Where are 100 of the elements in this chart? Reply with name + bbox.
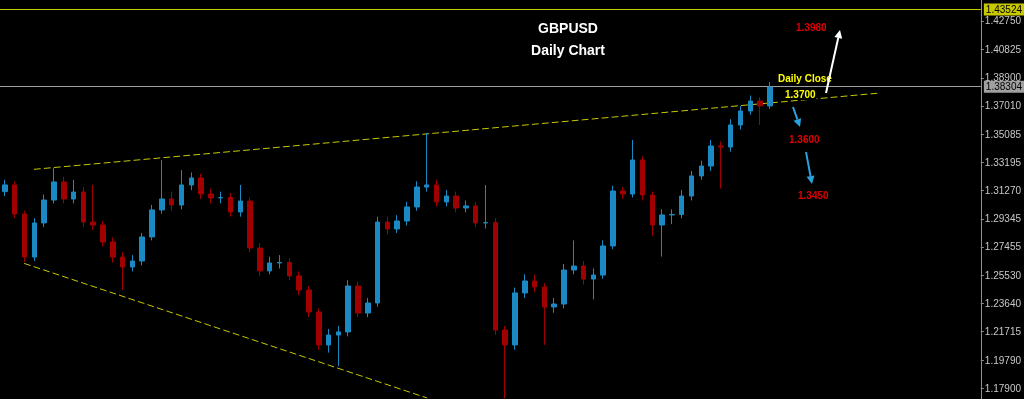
candlestick: [600, 239, 606, 280]
y-tick-label: 1.37010: [984, 100, 1022, 112]
candlestick: [551, 297, 557, 314]
y-tick-label: 1.21715: [984, 326, 1022, 338]
candlestick: [679, 189, 684, 219]
candlestick: [61, 176, 67, 204]
y-tick-label: 1.29345: [984, 213, 1022, 225]
candlestick: [345, 279, 351, 337]
candlestick: [247, 197, 253, 253]
candlestick: [522, 273, 528, 299]
candlestick: [198, 173, 204, 200]
text: Daily Chart: [531, 42, 606, 58]
candlestick: [620, 186, 626, 200]
candlestick: [316, 307, 322, 351]
candlestick: [728, 118, 733, 153]
candlestick: [561, 263, 567, 309]
candlestick: [120, 251, 125, 291]
candlestick: [610, 185, 616, 250]
candlestick: [659, 208, 665, 258]
y-tick-label: 1.25530: [984, 269, 1022, 281]
candlestick: [287, 257, 292, 281]
y-tick-label: 1.35085: [984, 128, 1022, 140]
annotation: 1.3700: [785, 88, 817, 100]
candlestick: [159, 159, 165, 215]
candlestick: [179, 169, 184, 210]
candlestick: [444, 189, 449, 207]
candlestick: [100, 220, 106, 247]
candlestick: [757, 96, 763, 126]
candlestick: [355, 281, 361, 318]
candlestick: [493, 217, 498, 336]
candlestick: [718, 140, 724, 190]
annotation: 1.3450: [798, 189, 830, 201]
candlestick: [365, 297, 371, 318]
candlestick: [267, 256, 272, 275]
candlestick: [689, 170, 694, 201]
candlestick: [228, 192, 233, 218]
candlestick: [414, 180, 420, 212]
candlestick: [394, 214, 400, 234]
candlestick: [483, 184, 488, 230]
candlestick: [404, 201, 410, 227]
candlestick: [238, 184, 243, 218]
candlestick: [130, 254, 135, 272]
candlestick: [326, 328, 331, 354]
candlestick: [453, 191, 459, 213]
candlestick: [218, 191, 223, 204]
y-tick-label: 1.17900: [984, 382, 1022, 394]
ref-line-label: 1.38304: [985, 81, 1023, 93]
y-tick-label: 1.31270: [984, 185, 1022, 197]
candlestick: [22, 210, 27, 263]
y-tick-label: 1.27455: [984, 241, 1022, 253]
candlestick: [375, 216, 380, 308]
candlestick: [502, 325, 508, 399]
candlestick: [32, 217, 37, 262]
y-tick-label: 1.19790: [984, 354, 1022, 366]
candlestick: [189, 171, 194, 191]
candlestick: [571, 239, 577, 275]
candlestick: [169, 191, 174, 212]
y-tick-label: 1.42750: [984, 15, 1022, 27]
candlestick: [424, 132, 429, 193]
candlestick: [738, 105, 743, 131]
candlestick: [640, 155, 645, 201]
candlestick: [41, 194, 47, 228]
candlestick: [385, 216, 390, 235]
candlestick: [139, 232, 145, 266]
candlestick: [512, 287, 518, 351]
candlestick: [71, 179, 76, 204]
candlestick: [591, 267, 596, 300]
candlestick: [463, 199, 469, 213]
candlestick: [581, 260, 586, 286]
candlestick: [149, 204, 155, 241]
candlestick: [257, 242, 263, 277]
candlestick: [81, 186, 86, 228]
candlestick: [90, 184, 96, 231]
candlestick: [650, 191, 655, 237]
y-tick-label: 1.38900: [984, 72, 1022, 84]
annotation: 1.3600: [789, 133, 821, 145]
ref-line-label: 1.43524: [985, 4, 1023, 16]
candlestick: [110, 236, 116, 263]
candlestick: [12, 180, 17, 219]
candlestick: [669, 208, 675, 225]
candlestick: [767, 81, 773, 110]
candlestick: [296, 270, 302, 296]
candlestick: [699, 160, 704, 181]
y-tick-label: 1.23640: [984, 297, 1022, 309]
candlestick: [51, 167, 57, 204]
text: GBPUSD: [538, 20, 598, 36]
candlestick: [532, 273, 537, 293]
candlestick: [336, 325, 341, 367]
candlestick: [542, 282, 547, 346]
y-tick-label: 1.33195: [984, 156, 1022, 168]
candlestick: [748, 95, 753, 116]
candlestick: [306, 285, 312, 318]
candlestick: [2, 179, 8, 197]
candlestick: [708, 139, 714, 172]
candlestick: [434, 179, 439, 207]
candlestick: [473, 201, 478, 228]
y-tick-label: 1.40825: [984, 43, 1022, 55]
candlestick: [277, 254, 282, 269]
annotation: 1.3980: [796, 21, 828, 33]
candlestick: [630, 139, 635, 199]
